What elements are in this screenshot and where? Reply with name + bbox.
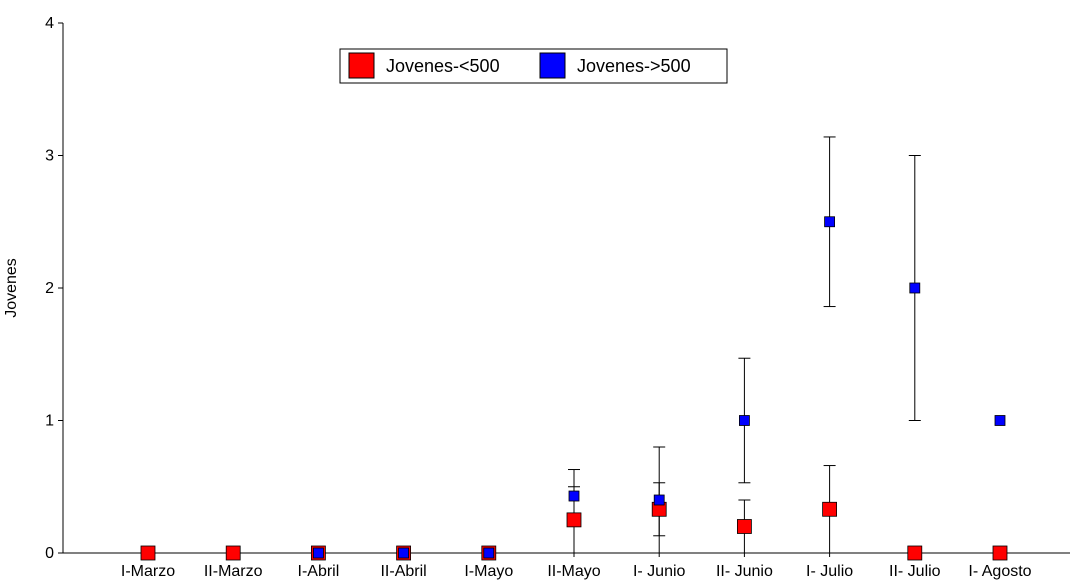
x-tick-label: II-Mayo	[547, 563, 600, 580]
point-series-2	[653, 494, 665, 506]
point-series-1	[225, 545, 241, 561]
x-tick-label: I-Abril	[298, 563, 340, 580]
y-axis-title: Jovenes	[3, 258, 20, 318]
point-series-1	[737, 519, 752, 534]
point-series-1	[822, 501, 837, 517]
legend: Jovenes-<500 Jovenes->500	[339, 48, 728, 84]
point-series-2	[312, 547, 324, 559]
point-series-2	[398, 547, 410, 559]
point-series-2	[739, 415, 750, 426]
legend-swatch-series-2	[539, 52, 566, 79]
point-series-2	[909, 282, 921, 294]
y-tick-label: 0	[45, 545, 54, 562]
y-tick-label: 4	[45, 15, 54, 32]
x-tick-label: I- Julio	[806, 563, 853, 580]
legend-label-series-1: Jovenes-<500	[386, 56, 500, 76]
x-tick-label: I- Junio	[633, 563, 686, 580]
legend-label-series-2: Jovenes->500	[577, 56, 691, 76]
x-tick-label: I-Mayo	[464, 563, 513, 580]
y-tick-label: 3	[45, 148, 54, 165]
point-series-1	[566, 512, 582, 528]
legend-box	[339, 48, 728, 84]
point-series-2	[483, 547, 495, 559]
point-series-2	[994, 415, 1006, 426]
y-tick-labels: 0 1 2 3 4	[45, 15, 54, 562]
point-series-1	[992, 545, 1008, 561]
x-tick-label: I-Marzo	[121, 563, 175, 580]
legend-swatch-series-1	[348, 52, 375, 79]
x-tick-label: II-Abril	[380, 563, 426, 580]
point-series-1	[907, 545, 923, 561]
x-tick-label: II-Marzo	[204, 563, 263, 580]
error-bars	[568, 136, 921, 553]
point-series-2	[568, 490, 580, 502]
x-tick-label: II- Julio	[889, 563, 941, 580]
y-tick-label: 1	[45, 413, 54, 430]
data-points	[140, 216, 1008, 561]
x-tick-label: I- Agosto	[968, 563, 1031, 580]
x-tick-labels: I-Marzo II-Marzo I-Abril II-Abril I-Mayo II-M…	[121, 563, 1032, 580]
x-tick-label: II- Junio	[716, 563, 773, 580]
y-tick-label: 2	[45, 280, 54, 297]
point-series-2	[824, 216, 835, 228]
point-series-1	[140, 545, 156, 561]
